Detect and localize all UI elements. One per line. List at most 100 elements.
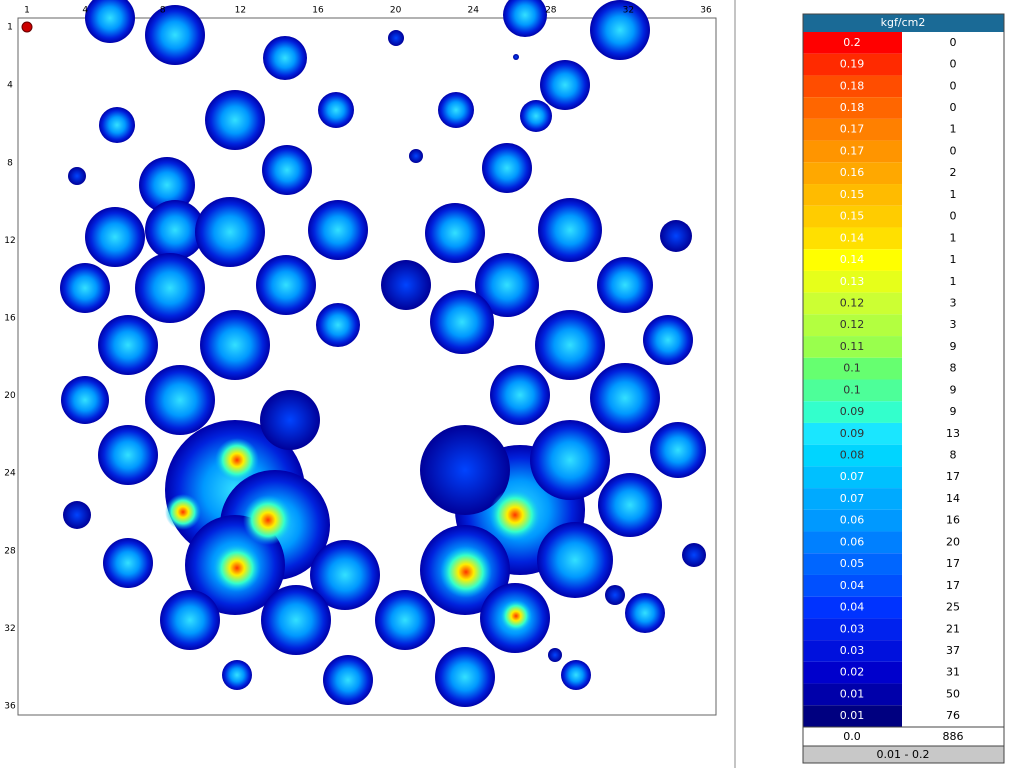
y-tick-label: 20 (4, 391, 16, 401)
legend-count: 9 (950, 405, 957, 418)
legend-range: 0.01 - 0.2 (877, 748, 930, 761)
legend-count-cell (902, 618, 1004, 641)
legend-zero-cell (802, 726, 1005, 747)
legend-swatch (803, 661, 902, 684)
y-tick-label: 16 (4, 314, 16, 324)
legend-count: 1 (950, 231, 957, 244)
x-tick-label: 20 (390, 6, 402, 16)
legend-value: 0.15 (840, 188, 865, 201)
legend-count-cell (902, 422, 1004, 445)
legend-value: 0.1 (843, 362, 861, 375)
legend-value: 0.09 (840, 405, 865, 418)
legend-swatch (803, 401, 902, 423)
legend-count-cell (902, 531, 1004, 554)
legend-swatch (803, 488, 902, 510)
legend-value: 0.19 (840, 58, 865, 71)
legend-count-cell (902, 227, 1004, 250)
legend-swatch (803, 640, 902, 662)
legend-zero-count: 886 (943, 730, 964, 743)
legend-count: 1 (950, 123, 957, 136)
legend-count: 0 (950, 79, 957, 92)
legend-count: 20 (946, 535, 960, 548)
legend-swatch (803, 509, 902, 532)
legend-count-cell (902, 205, 1004, 228)
legend-count: 0 (950, 101, 957, 114)
legend-swatch (803, 97, 902, 119)
x-tick-label: 24 (467, 6, 479, 16)
legend-swatch (803, 683, 902, 706)
x-tick-label: 36 (700, 6, 712, 16)
legend-value: 0.09 (840, 427, 865, 440)
legend-swatch (803, 270, 902, 293)
legend-count-cell (902, 553, 1004, 575)
legend-count-cell (902, 53, 1004, 76)
legend-count-cell (902, 336, 1004, 358)
legend-value: 0.05 (840, 557, 865, 570)
legend-count: 13 (946, 427, 960, 440)
legend-value: 0.08 (840, 449, 865, 462)
legend-swatch (803, 705, 902, 727)
legend-count: 37 (946, 644, 960, 657)
legend-value: 0.18 (840, 101, 865, 114)
legend-count: 9 (950, 340, 957, 353)
legend-value: 0.17 (840, 144, 865, 157)
x-tick-label: 16 (312, 6, 324, 16)
legend-count: 1 (950, 188, 957, 201)
legend-swatch (803, 118, 902, 141)
y-tick-label: 36 (4, 702, 16, 712)
legend-swatch (803, 249, 902, 271)
x-tick-label: 28 (545, 6, 557, 16)
legend-swatch (803, 162, 902, 185)
legend-count-cell (902, 249, 1004, 271)
legend: kgf/cm2 0.2 00.19 00.18 00.18 00.17 10.17 00.1… (802, 13, 1005, 764)
legend-value: 0.01 (840, 687, 865, 700)
legend-swatch (803, 227, 902, 250)
legend-zero-value: 0.0 (843, 730, 861, 743)
legend-count-cell (902, 357, 1004, 380)
legend-count-cell (902, 97, 1004, 119)
legend-swatch (803, 357, 902, 380)
legend-value: 0.1 (843, 383, 861, 396)
x-tick-label: 1 (24, 6, 30, 16)
legend-value: 0.11 (840, 340, 865, 353)
legend-count-cell (902, 705, 1004, 727)
legend-count-cell (902, 574, 1004, 597)
legend-count-cell (902, 640, 1004, 662)
legend-swatch (803, 292, 902, 315)
legend-count: 25 (946, 601, 960, 614)
legend-value: 0.12 (840, 318, 865, 331)
y-tick-label: 32 (4, 624, 15, 634)
legend-value: 0.15 (840, 210, 865, 223)
legend-count-cell (902, 379, 1004, 402)
legend-value: 0.18 (840, 79, 865, 92)
x-tick-label: 4 (82, 6, 88, 16)
legend-swatch (803, 531, 902, 554)
legend-swatch (803, 184, 902, 206)
legend-count-cell (902, 314, 1004, 337)
legend-swatch (803, 75, 902, 98)
legend-swatch (803, 596, 902, 619)
legend-count-cell (902, 118, 1004, 141)
legend-count-cell (902, 488, 1004, 510)
legend-swatch (803, 140, 902, 163)
legend-count: 1 (950, 275, 957, 288)
legend-count: 0 (950, 36, 957, 49)
legend-value: 0.06 (840, 514, 865, 527)
legend-count-cell (902, 509, 1004, 532)
legend-value: 0.14 (840, 231, 865, 244)
x-tick-label: 8 (160, 6, 166, 16)
legend-count: 2 (950, 166, 957, 179)
legend-count-cell (902, 596, 1004, 619)
legend-count: 16 (946, 514, 960, 527)
y-tick-label: 12 (4, 236, 15, 246)
legend-swatch (803, 574, 902, 597)
legend-count-cell (902, 466, 1004, 489)
legend-count-cell (902, 270, 1004, 293)
legend-swatch (803, 314, 902, 337)
x-tick-label: 12 (235, 6, 246, 16)
legend-count-cell (902, 32, 1004, 54)
legend-count: 8 (950, 449, 957, 462)
legend-count: 17 (946, 579, 960, 592)
legend-swatch (803, 444, 902, 467)
